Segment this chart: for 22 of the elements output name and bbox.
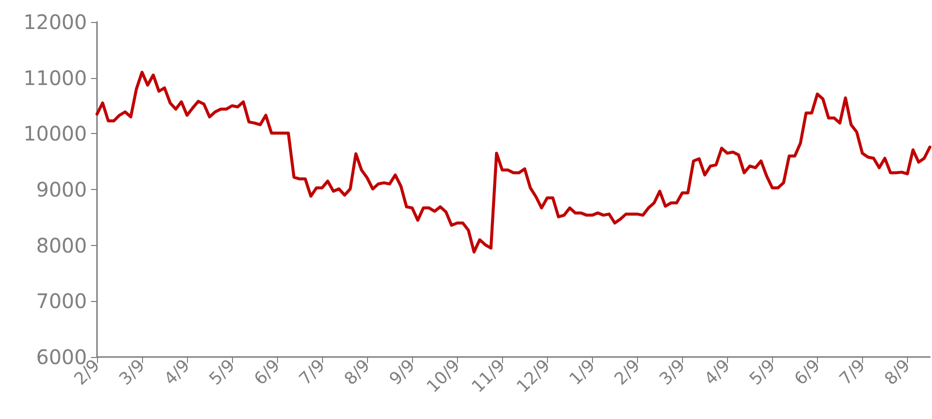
x-tick-label: 2/9: [610, 356, 644, 390]
x-tick-label: 5/9: [746, 356, 780, 390]
x-tick-label: 7/9: [836, 356, 870, 390]
x-tick-label: 8/9: [880, 356, 914, 390]
y-tick-label: 11000: [23, 66, 87, 90]
x-tick-label: 4/9: [700, 356, 734, 390]
x-tick-label: 8/9: [340, 356, 374, 390]
x-tick-label: 3/9: [116, 356, 150, 390]
y-tick-label: 8000: [36, 233, 87, 258]
y-tick-label: 7000: [36, 289, 87, 314]
y-tick-label: 10000: [23, 122, 87, 146]
x-tick-label: 7/9: [296, 356, 330, 390]
x-tick-label: 9/9: [386, 356, 420, 390]
x-tick-label: 4/9: [160, 356, 194, 390]
x-tick-label: 1/9: [566, 356, 600, 390]
line-series: [96, 70, 932, 254]
x-tick-label: 6/9: [790, 356, 824, 390]
y-tick-label: 9000: [36, 178, 87, 202]
y-tick-label: 12000: [23, 10, 87, 34]
x-tick-label: 3/9: [656, 356, 690, 390]
x-tick-label: 6/9: [250, 356, 284, 390]
x-tick-label: 5/9: [206, 356, 240, 390]
